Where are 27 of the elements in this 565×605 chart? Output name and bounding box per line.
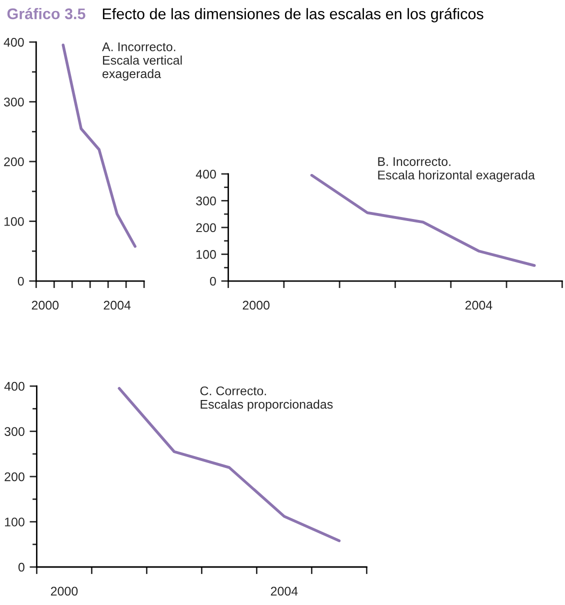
y-tick-label: 100 xyxy=(5,518,24,526)
x-tick-label: 2000 xyxy=(242,300,270,310)
y-tick-label: 100 xyxy=(4,217,24,226)
chart-title: Gráfico 3.5 xyxy=(7,8,86,20)
x-tick-label: 2000 xyxy=(32,300,59,310)
y-tick-label: 0 xyxy=(210,276,216,286)
y-tick-label: 300 xyxy=(196,196,216,206)
y-tick-label: 0 xyxy=(18,276,24,286)
y-tick-label: 0 xyxy=(18,562,24,572)
annotation: C. Correcto. Escalas proporcionadas xyxy=(200,386,333,412)
y-tick-label: 300 xyxy=(4,427,24,436)
y-tick-label: 400 xyxy=(196,170,216,179)
x-tick-label: 2000 xyxy=(50,586,78,596)
x-tick-label: 2004 xyxy=(465,300,492,310)
y-tick-label: 300 xyxy=(4,98,24,106)
line-series xyxy=(118,386,341,542)
y-tick-label: 400 xyxy=(4,38,24,47)
annotation: A. Incorrecto. Escala vertical exagerada xyxy=(102,42,182,81)
text: Efecto de las dimensiones de las escalas en los gráficos xyxy=(102,8,484,22)
x-tick-label: 2004 xyxy=(104,300,131,310)
x-tick-label: 2004 xyxy=(270,586,298,596)
annotation: B. Incorrecto. Escala horizontal exagerada xyxy=(378,157,535,182)
y-tick-label: 200 xyxy=(196,223,216,232)
y-tick-label: 100 xyxy=(196,250,216,259)
y-tick-label: 200 xyxy=(4,472,24,482)
y-tick-label: 400 xyxy=(4,382,24,391)
y-tick-label: 200 xyxy=(4,157,24,166)
